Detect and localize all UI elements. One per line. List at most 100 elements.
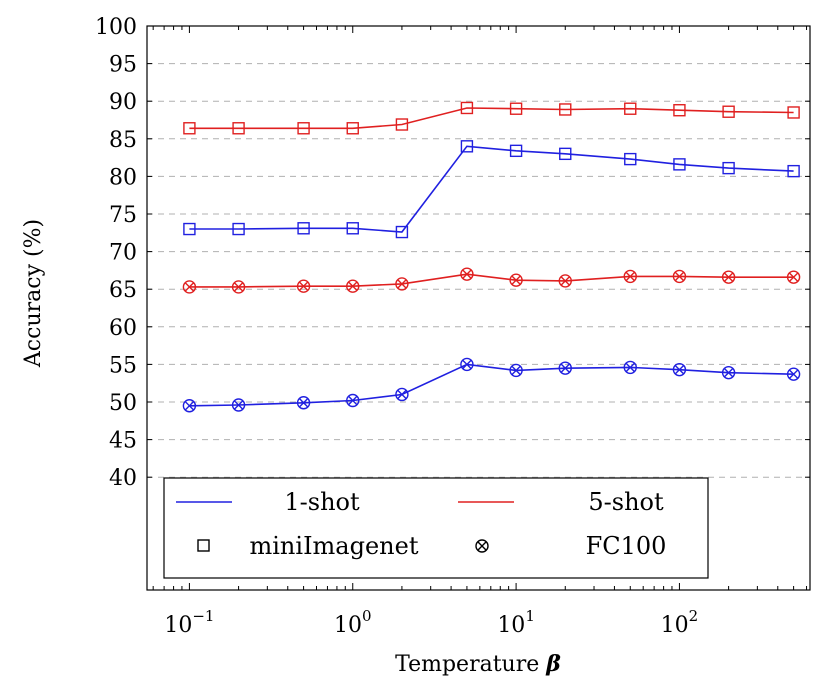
y-tick-label: 100 xyxy=(95,15,137,40)
data-point-1-shot-fc100 xyxy=(509,363,523,378)
series-line-1-shot-miniimagenet xyxy=(189,145,794,233)
marker-circle xyxy=(672,362,687,377)
data-point-1-shot-miniimagenet xyxy=(722,161,735,175)
data-point-1-shot-miniimagenet xyxy=(787,164,800,178)
marker-cross xyxy=(397,279,407,289)
x-tick-label: 10−1 xyxy=(164,607,214,638)
y-tick-label: 50 xyxy=(109,391,137,416)
data-point-5-shot-miniimagenet xyxy=(395,118,409,131)
marker-cross xyxy=(625,271,635,282)
data-point-5-shot-fc100 xyxy=(346,279,360,293)
marker-circle xyxy=(558,274,572,288)
data-point-1-shot-miniimagenet xyxy=(346,222,359,235)
data-point-1-shot-miniimagenet xyxy=(395,225,409,239)
data-point-5-shot-miniimagenet xyxy=(346,122,359,135)
x-axis-title: Temperature β xyxy=(395,651,561,677)
marker-cross xyxy=(560,363,570,373)
marker-cross xyxy=(674,271,685,282)
data-point-5-shot-fc100 xyxy=(721,270,736,284)
data-point-1-shot-fc100 xyxy=(296,396,311,410)
data-point-5-shot-miniimagenet xyxy=(509,102,523,115)
data-point-1-shot-miniimagenet xyxy=(559,147,572,161)
marker-cross xyxy=(723,367,734,378)
x-axis-title-symbol: β xyxy=(545,651,561,677)
data-point-5-shot-miniimagenet xyxy=(559,103,572,116)
marker-cross xyxy=(233,282,244,292)
marker-circle xyxy=(786,367,801,381)
legend-label-1-shot: 1-shot xyxy=(284,488,360,516)
data-point-1-shot-miniimagenet xyxy=(232,222,245,236)
legend-otimes-marker xyxy=(475,539,489,553)
legend-label-fc100: FC100 xyxy=(586,532,667,560)
y-tick-label: 75 xyxy=(109,203,137,228)
y-tick-label: 85 xyxy=(109,128,137,153)
marker-circle xyxy=(672,269,687,284)
marker-cross xyxy=(788,369,799,379)
data-point-1-shot-fc100 xyxy=(395,387,409,402)
marker-cross xyxy=(723,272,734,282)
legend-square-marker xyxy=(197,539,210,552)
marker-circle xyxy=(623,360,637,375)
marker-circle xyxy=(296,279,311,293)
data-point-5-shot-fc100 xyxy=(296,279,311,293)
x-tick-label: 100 xyxy=(334,607,372,638)
legend-label-5-shot: 5-shot xyxy=(588,488,664,516)
series-line-5-shot-fc100 xyxy=(189,273,794,288)
y-tick-label: 40 xyxy=(109,466,137,491)
data-point-1-shot-fc100 xyxy=(558,361,572,375)
marker-circle xyxy=(231,398,246,412)
y-tick-label: 65 xyxy=(109,278,137,303)
marker-circle xyxy=(460,267,474,281)
marker-cross xyxy=(298,398,309,408)
data-point-5-shot-miniimagenet xyxy=(722,105,735,118)
marker-cross xyxy=(184,282,195,292)
marker-cross xyxy=(560,276,570,286)
marker-circle xyxy=(231,280,246,294)
plot-frame xyxy=(146,25,811,591)
marker-cross xyxy=(462,269,472,279)
marker-cross xyxy=(788,272,799,282)
y-tick-label: 70 xyxy=(109,241,137,266)
x-axis-title-text: Temperature xyxy=(395,652,539,677)
data-point-5-shot-fc100 xyxy=(395,277,409,291)
marker-cross xyxy=(511,365,521,376)
data-point-1-shot-fc100 xyxy=(721,365,736,380)
data-point-5-shot-miniimagenet xyxy=(297,122,310,135)
data-point-5-shot-fc100 xyxy=(558,274,572,288)
y-tick-label: 60 xyxy=(109,316,137,341)
marker-cross xyxy=(674,364,685,375)
marker-circle xyxy=(558,361,572,375)
marker-cross xyxy=(298,281,309,291)
data-point-5-shot-fc100 xyxy=(231,280,246,294)
marker-circle xyxy=(395,277,409,291)
marker-circle xyxy=(182,399,197,413)
data-point-5-shot-fc100 xyxy=(786,270,801,284)
marker-cross xyxy=(348,281,358,291)
marker-circle xyxy=(509,273,523,287)
marker-circle xyxy=(623,269,637,284)
marker-circle xyxy=(721,365,736,380)
marker-cross xyxy=(511,275,521,285)
marker-circle xyxy=(721,270,736,284)
marker-circle xyxy=(296,396,311,410)
legend: 1-shot 5-shot miniImagenet FC100 xyxy=(163,477,709,579)
data-point-5-shot-miniimagenet xyxy=(232,122,245,135)
data-point-1-shot-miniimagenet xyxy=(183,222,196,236)
marker-circle xyxy=(346,393,360,408)
y-tick-label: 90 xyxy=(109,90,137,115)
x-tick-labels: 10−1 100 101 102 xyxy=(164,607,698,638)
data-point-1-shot-miniimagenet xyxy=(460,140,474,153)
y-tick-label: 55 xyxy=(109,353,137,378)
data-point-1-shot-fc100 xyxy=(346,393,360,408)
y-axis-title: Accuracy (%) xyxy=(21,219,46,368)
legend-box xyxy=(163,477,709,579)
data-point-5-shot-fc100 xyxy=(182,280,197,294)
data-point-1-shot-fc100 xyxy=(672,362,687,377)
x-tick-label: 102 xyxy=(661,607,699,638)
marker-circle xyxy=(182,280,197,294)
data-point-5-shot-fc100 xyxy=(509,273,523,287)
y-tick-label: 95 xyxy=(109,53,137,78)
data-point-1-shot-miniimagenet xyxy=(624,152,637,166)
data-point-1-shot-miniimagenet xyxy=(509,144,523,158)
